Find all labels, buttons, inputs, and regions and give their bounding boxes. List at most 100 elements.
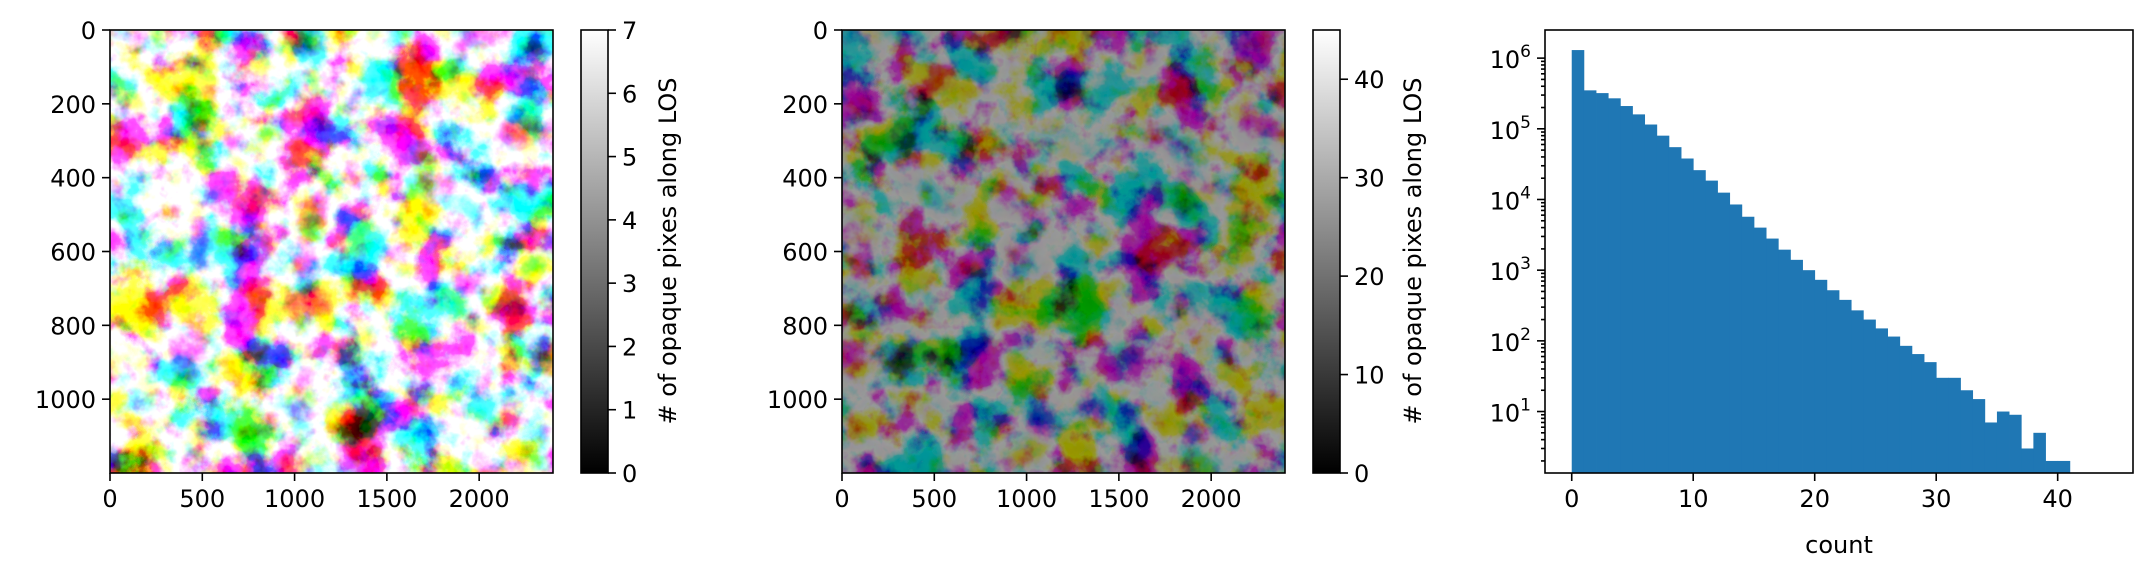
y-tick-label: 104: [1490, 183, 1531, 215]
x-tick-label: 2000: [1181, 485, 1242, 513]
histogram-bar: [1632, 114, 1646, 474]
colorbar-2-label: # of opaque pixes along LOS: [1399, 77, 1427, 424]
histogram-bar: [1717, 192, 1731, 473]
y-tick-label: 0: [81, 17, 96, 45]
x-tick-label: 10: [1678, 485, 1709, 513]
histogram-bar: [2009, 414, 2022, 473]
panel-2-image-area: [842, 30, 1285, 473]
histogram-bar: [1984, 422, 1998, 473]
panel-2-image: 0 500 1000 1500 2000 0 200 400 600 800 1000: [767, 17, 1286, 513]
y-tick-label: 102: [1490, 325, 1531, 357]
histogram-bar: [1911, 354, 1925, 473]
colorbar-tick-label: 7: [622, 17, 637, 45]
panel-3-histogram: 0 10 20 30 40 101 102 103 104 105 106 count: [1490, 29, 2134, 559]
x-tick-label: 0: [102, 485, 117, 513]
colorbar-tick-label: 5: [622, 144, 637, 172]
histogram-bar: [1644, 124, 1658, 474]
panel-1-y-ticks: 0 200 400 600 800 1000: [35, 17, 110, 414]
histogram-bar: [1596, 93, 1609, 473]
colorbar-tick-label: 0: [622, 460, 637, 488]
y-tick-label: 800: [50, 312, 96, 340]
colorbar-tick-label: 3: [622, 270, 637, 298]
histogram-bar: [1948, 377, 1961, 473]
panel-3-x-ticks: 0 10 20 30 40: [1564, 473, 2073, 513]
y-tick-label: 101: [1490, 396, 1531, 428]
y-tick-label: 600: [782, 239, 828, 267]
panel-1-image-area: [110, 30, 553, 473]
y-tick-label: 200: [50, 91, 96, 119]
colorbar-tick-label: 10: [1354, 362, 1385, 390]
x-tick-label: 0: [834, 485, 849, 513]
y-tick-label: 103: [1490, 254, 1531, 286]
colorbar-1-gradient: [580, 29, 609, 474]
y-tick-label: 0: [813, 17, 828, 45]
histogram-bar: [1778, 249, 1791, 473]
histogram-bar: [1972, 399, 1986, 473]
histogram-bar: [1766, 238, 1779, 473]
x-tick-label: 40: [2042, 485, 2073, 513]
x-tick-label: 1000: [264, 485, 325, 513]
colorbar-2-gradient: [1312, 29, 1341, 474]
x-tick-label: 1500: [356, 485, 417, 513]
panel-1-x-ticks: 0 500 1000 1500 2000: [102, 473, 510, 513]
histogram-bar: [1753, 227, 1767, 473]
panel-3-y-ticks: 101 102 103 104 105 106: [1490, 42, 1545, 462]
histogram-bar: [1741, 216, 1755, 473]
histogram-bar: [1802, 270, 1816, 473]
histogram-bar: [1693, 170, 1706, 474]
x-tick-label: 1000: [996, 485, 1057, 513]
histogram-bar: [2021, 448, 2034, 473]
y-tick-label: 800: [782, 312, 828, 340]
colorbar-tick-label: 40: [1354, 66, 1385, 94]
histogram-bar: [1996, 411, 2010, 473]
histogram-bar: [1936, 377, 1949, 473]
colorbar-1-ticks: 0 1 2 3 4 5 6 7: [608, 17, 637, 488]
x-tick-label: 1500: [1088, 485, 1149, 513]
y-tick-label: 400: [50, 165, 96, 193]
x-tick-label: 500: [911, 485, 957, 513]
histogram-bar: [1863, 319, 1876, 473]
histogram-bar: [1960, 390, 1974, 473]
histogram-bar: [1583, 90, 1597, 474]
histogram-bar: [1620, 106, 1633, 473]
colorbar-2-ticks: 0 10 20 30 40: [1340, 66, 1385, 488]
histogram-bar: [1887, 336, 1901, 473]
histogram-bar: [1681, 158, 1694, 473]
panel-2-x-ticks: 0 500 1000 1500 2000: [834, 473, 1242, 513]
histogram-bar: [1839, 299, 1852, 473]
histogram-bar: [1899, 345, 1913, 473]
histogram-bar: [1656, 135, 1670, 473]
colorbar-tick-label: 6: [622, 80, 637, 108]
y-tick-label: 200: [782, 91, 828, 119]
panel-3-x-label: count: [1805, 531, 1873, 559]
panel-1-image: 0 500 1000 1500 2000 0 200 400 600 800 1000: [35, 17, 554, 513]
x-tick-label: 20: [1799, 485, 1830, 513]
y-tick-label: 1000: [767, 386, 828, 414]
panel-2-colorbar: 0 10 20 30 40 # of opaque pixes along LOS: [1312, 29, 1427, 488]
histogram-bar: [1668, 147, 1682, 473]
panel-2-y-ticks: 0 200 400 600 800 1000: [767, 17, 842, 414]
panel-3-frame: [1544, 29, 2134, 474]
histogram-bar: [2057, 460, 2071, 473]
histogram-bars: [1571, 50, 2071, 474]
colorbar-tick-label: 2: [622, 333, 637, 361]
histogram-bar: [1875, 328, 1888, 473]
colorbar-1-label: # of opaque pixes along LOS: [654, 77, 682, 424]
histogram-bar: [1608, 98, 1621, 473]
colorbar-tick-label: 4: [622, 207, 637, 235]
x-tick-label: 2000: [449, 485, 510, 513]
histogram-bar: [1705, 180, 1718, 473]
y-tick-label: 1000: [35, 386, 96, 414]
histogram-bar: [1826, 290, 1840, 473]
x-tick-label: 30: [1921, 485, 1952, 513]
y-tick-label: 600: [50, 239, 96, 267]
y-tick-label: 105: [1490, 113, 1531, 145]
histogram-bar: [1790, 259, 1803, 473]
y-tick-label: 106: [1490, 42, 1531, 74]
panel-1-colorbar: 0 1 2 3 4 5 6 7 # of opaque pixes along LOS: [580, 17, 682, 488]
x-tick-label: 500: [179, 485, 225, 513]
histogram-bar: [1924, 362, 1937, 473]
x-tick-label: 0: [1564, 485, 1579, 513]
colorbar-tick-label: 0: [1354, 460, 1369, 488]
